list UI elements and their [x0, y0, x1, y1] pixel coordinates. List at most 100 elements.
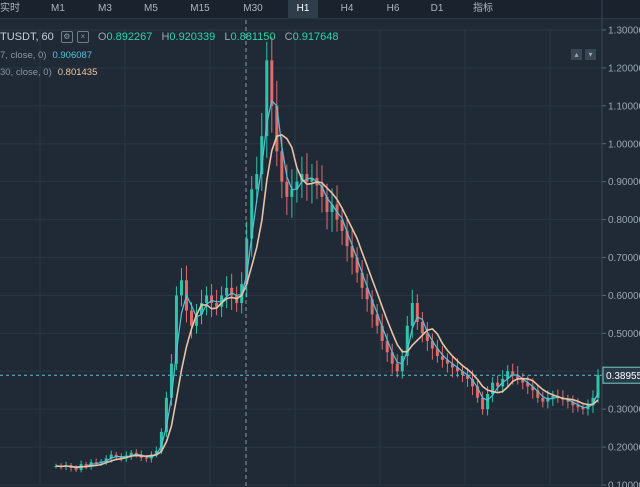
candle-body — [395, 363, 399, 372]
candle-body — [270, 60, 274, 106]
candle-body — [94, 462, 98, 464]
candle-body — [571, 401, 575, 406]
candle-body — [516, 375, 520, 379]
high-label: H — [161, 31, 170, 43]
ohlc-legend: TUSDT, 60 ⚙ × O0.892267 H0.920339 L0.8811… — [0, 31, 338, 44]
candle-body — [169, 363, 173, 398]
candle-body — [531, 386, 535, 391]
candle-body — [576, 405, 580, 408]
low-value: 0.881150 — [230, 31, 276, 43]
candle-body — [415, 303, 419, 322]
candle-body — [114, 454, 118, 457]
tab-m15[interactable]: M15 — [190, 3, 210, 14]
ma30-line — [55, 134, 599, 469]
candle-body — [425, 333, 429, 341]
candle-body — [285, 181, 289, 197]
candle-body — [370, 299, 374, 315]
tab-h1[interactable]: H1 — [288, 0, 318, 18]
candle-body — [526, 382, 530, 387]
candle-body — [144, 457, 148, 459]
candle-body — [380, 325, 384, 341]
candle-body — [410, 303, 414, 326]
candle-body — [210, 295, 214, 303]
candle-body — [435, 348, 439, 357]
candle-body — [566, 399, 570, 402]
close-label: C — [284, 31, 293, 43]
candle-body — [596, 375, 600, 398]
candle-body — [200, 303, 204, 315]
candle-body — [455, 367, 459, 372]
candle-body — [481, 397, 485, 410]
candle-body — [486, 394, 490, 410]
candle-body — [154, 450, 158, 455]
collapse-icon[interactable]: ▴ — [571, 49, 582, 60]
candle-body — [355, 257, 359, 273]
candle-body — [581, 407, 585, 410]
candle-body — [385, 340, 389, 353]
tab-m5[interactable]: M5 — [144, 3, 158, 14]
candle-body — [405, 325, 409, 357]
candle-body — [255, 174, 259, 190]
candle-body — [541, 397, 545, 402]
candle-body — [325, 196, 329, 212]
tab-m1[interactable]: M1 — [51, 3, 65, 14]
close-icon[interactable]: × — [76, 31, 89, 44]
ma7-line — [55, 99, 599, 469]
candle-body — [179, 280, 183, 296]
candle-body — [551, 395, 555, 398]
candle-body — [536, 390, 540, 398]
candle-body — [164, 397, 168, 432]
candle-body — [159, 431, 163, 451]
expand-icon[interactable]: ▾ — [585, 49, 596, 60]
current-price-tag — [602, 366, 640, 384]
candle-body — [511, 371, 515, 376]
candle-body — [104, 458, 108, 462]
candle-body — [365, 287, 369, 300]
candle-body — [260, 136, 264, 175]
ma30-legend: 30, close, 0) 0.801435 — [0, 67, 97, 78]
tab-m3[interactable]: M3 — [98, 3, 112, 14]
candle-body — [174, 295, 178, 364]
candle-body — [109, 454, 113, 459]
candle-body — [265, 60, 269, 137]
tab-h4[interactable]: H4 — [340, 3, 354, 14]
candle-body — [74, 467, 78, 470]
tab-m30[interactable]: M30 — [243, 3, 263, 14]
candle-body — [215, 303, 219, 307]
open-label: O — [97, 31, 107, 43]
symbol-label: TUSDT, 60 — [0, 31, 54, 43]
candle-body — [280, 151, 284, 182]
candle-body — [295, 181, 299, 190]
ma30-value: 0.801435 — [57, 67, 98, 78]
candle-body — [245, 238, 249, 285]
tab-指标[interactable]: 指标 — [473, 3, 493, 14]
tab-h6[interactable]: H6 — [386, 3, 400, 14]
candle-body — [350, 246, 354, 258]
candle-body — [290, 189, 294, 197]
tab-d1[interactable]: D1 — [430, 3, 444, 14]
tab-实时[interactable]: 实时 — [0, 3, 20, 14]
candle-body — [119, 456, 123, 459]
candle-body — [84, 464, 88, 467]
candle-body — [420, 321, 424, 334]
low-label: L — [224, 31, 231, 43]
candle-body — [476, 386, 480, 398]
candle-body — [506, 371, 510, 379]
candle-body — [461, 371, 464, 376]
candle-body — [471, 378, 475, 387]
candle-body — [190, 310, 193, 326]
candle-body — [225, 287, 229, 296]
candle-body — [305, 174, 309, 182]
settings-icon[interactable]: ⚙ — [60, 31, 73, 44]
